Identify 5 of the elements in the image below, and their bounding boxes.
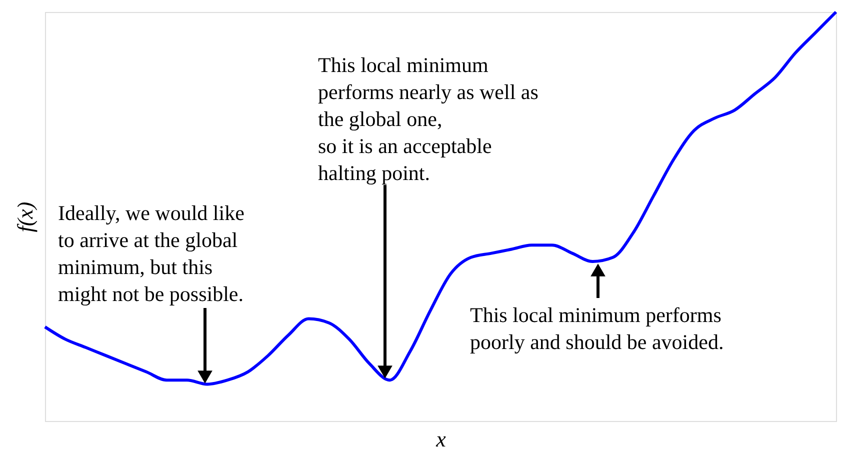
annotation: Ideally, we would like to arrive at the global minimum, but this might not be possible. <box>58 201 244 306</box>
x-axis-title: x <box>435 426 446 452</box>
annotation: This local minimum performs nearly as well as the global one, so it is an acceptable halting point. <box>318 53 538 185</box>
y-axis-title: f(x) <box>12 202 38 232</box>
annotation: This local minimum performs poorly and should be avoided. <box>470 303 724 354</box>
